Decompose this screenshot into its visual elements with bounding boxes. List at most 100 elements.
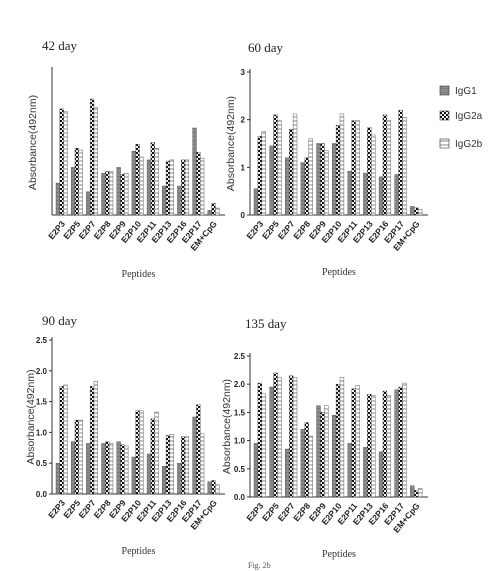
bar-igg2b-em-cpg bbox=[215, 207, 220, 216]
x-axis-label: Peptides bbox=[322, 549, 356, 560]
bar-igg1-e2p9 bbox=[316, 405, 321, 498]
bar-igg2a-e2p3 bbox=[59, 108, 64, 216]
bar-igg1-e2p3 bbox=[55, 182, 60, 216]
bar-igg1-e2p10 bbox=[331, 415, 337, 498]
y-tick-label: 3 bbox=[241, 68, 246, 77]
bar-igg2b-e2p13 bbox=[371, 395, 376, 498]
y-tick-label: 0 bbox=[241, 211, 246, 220]
bar-igg2a-e2p7 bbox=[89, 386, 95, 495]
bar-igg2a-e2p3 bbox=[257, 136, 263, 216]
y-tick-label: 1.0 bbox=[234, 437, 246, 446]
bar-igg2a-e2p9 bbox=[320, 412, 325, 498]
bar-igg1-em-cpg bbox=[207, 210, 212, 216]
figure-caption: Fig. 2b bbox=[248, 561, 271, 570]
bar-igg1-e2p7 bbox=[285, 448, 290, 498]
bar-igg2a-em-cpg bbox=[414, 490, 419, 498]
bar-igg2b-e2p9 bbox=[324, 150, 329, 216]
bar-igg1-e2p8 bbox=[101, 443, 106, 495]
y-tick-label: 0.0 bbox=[36, 490, 48, 499]
bar-igg2b-e2p16 bbox=[184, 436, 190, 495]
bar-igg2a-e2p11 bbox=[351, 388, 356, 498]
chart-panel-3: 90 day 0.0 0.5 1.0 1.5 2.0 2.5 Absorbance(492nm… bbox=[25, 313, 225, 557]
bar-igg2b-e2p8 bbox=[308, 435, 313, 498]
y-axis-label: Absorbance(492nm) bbox=[221, 379, 233, 474]
y-tick-label: 2.0 bbox=[234, 380, 246, 389]
bar-igg2a-e2p13 bbox=[367, 394, 372, 498]
bar-igg1-e2p17 bbox=[394, 174, 399, 216]
bar-igg1-e2p3 bbox=[55, 463, 60, 495]
y-tick-label: 1.5 bbox=[36, 398, 48, 407]
y-axis-label: Absorbance(492nm) bbox=[27, 95, 39, 190]
bar-igg2a-e2p7 bbox=[89, 98, 95, 216]
bar-igg2a-e2p16 bbox=[181, 436, 186, 495]
bar-igg2a-e2p10 bbox=[135, 410, 140, 495]
bar-igg1-e2p13 bbox=[363, 447, 368, 498]
bar-igg1-e2p5 bbox=[269, 386, 274, 498]
legend: IgG1 IgG2a IgG2b bbox=[439, 85, 483, 150]
bar-igg1-e2p3 bbox=[253, 188, 259, 216]
bar-igg2b-e2p3 bbox=[63, 111, 68, 216]
bar-igg2b-e2p7 bbox=[292, 377, 298, 498]
chart-panel-2: 60 day0123Absorbance(492nm)E2P3E2P5E2P7E… bbox=[225, 40, 428, 278]
bar-igg1-e2p11 bbox=[146, 159, 152, 216]
y-axis-label: Absorbance(492nm) bbox=[25, 369, 37, 464]
bar-igg2a-e2p7 bbox=[288, 128, 294, 216]
bar-igg2a-e2p5 bbox=[273, 372, 278, 498]
bar-igg2b-e2p5 bbox=[277, 377, 282, 498]
bar-igg2b-e2p11 bbox=[355, 120, 360, 216]
bar-igg1-e2p5 bbox=[70, 441, 76, 495]
y-tick-label: 2.5 bbox=[234, 352, 246, 361]
bar-igg2a-e2p5 bbox=[273, 114, 278, 216]
bar-igg1-e2p16 bbox=[378, 176, 384, 216]
bar-igg2b-em-cpg bbox=[417, 209, 423, 216]
y-tick-label: 2.0 bbox=[36, 367, 48, 376]
bar-igg1-e2p3 bbox=[253, 443, 259, 498]
bar-igg2a-e2p16 bbox=[382, 114, 388, 216]
bar-igg2b-e2p7 bbox=[93, 381, 98, 495]
bar-igg2b-e2p10 bbox=[339, 377, 345, 498]
bar-igg2a-e2p10 bbox=[135, 144, 140, 216]
bar-igg2a-e2p17 bbox=[196, 404, 201, 495]
x-axis-label: Peptides bbox=[322, 267, 356, 278]
bar-igg2a-e2p8 bbox=[304, 422, 309, 498]
bar-igg2b-e2p16 bbox=[184, 159, 190, 216]
bar-igg2a-e2p7 bbox=[288, 375, 294, 498]
bar-igg2a-e2p13 bbox=[165, 160, 171, 216]
bar-igg2b-em-cpg bbox=[215, 484, 220, 495]
bar-igg2a-e2p11 bbox=[150, 142, 155, 216]
bar-igg1-e2p17 bbox=[192, 127, 197, 216]
y-tick-label: 2.5 bbox=[36, 336, 48, 345]
legend-swatch-igg2b bbox=[439, 138, 450, 149]
y-axis-label: Absorbance(492nm) bbox=[225, 96, 237, 191]
bar-igg2b-e2p11 bbox=[355, 385, 360, 498]
bar-igg1-e2p8 bbox=[101, 173, 106, 216]
bar-igg2b-e2p13 bbox=[371, 134, 376, 216]
bar-igg1-e2p9 bbox=[116, 441, 121, 495]
bar-igg2b-e2p7 bbox=[292, 113, 298, 216]
bar-igg2a-em-cpg bbox=[211, 480, 216, 495]
bar-igg2b-e2p11 bbox=[154, 411, 159, 495]
bar-igg2a-e2p10 bbox=[335, 125, 341, 216]
x-axis-label: Peptides bbox=[122, 269, 156, 280]
chart-panels: 42 dayAbsorbance(492nm)E2P3E2P5E2P7E2P8E… bbox=[25, 38, 428, 560]
bar-igg1-e2p11 bbox=[347, 443, 352, 498]
x-axis-label: Peptides bbox=[122, 546, 156, 557]
bar-igg2b-e2p9 bbox=[324, 405, 329, 498]
bar-igg1-em-cpg bbox=[207, 481, 212, 495]
bar-igg1-e2p17 bbox=[394, 389, 399, 498]
bar-igg2a-e2p9 bbox=[120, 444, 125, 495]
legend-item-igg1: IgG1 bbox=[439, 85, 477, 97]
bar-igg1-e2p13 bbox=[162, 185, 167, 216]
bar-igg2b-e2p5 bbox=[78, 149, 83, 216]
bar-igg2a-e2p9 bbox=[120, 174, 125, 216]
chart-title: 135 day bbox=[245, 316, 287, 331]
bar-igg2b-e2p13 bbox=[169, 159, 174, 216]
bar-igg1-e2p8 bbox=[300, 429, 306, 498]
bar-igg1-e2p11 bbox=[347, 170, 352, 216]
bar-igg2b-e2p3 bbox=[63, 384, 68, 495]
y-tick-label: 2 bbox=[241, 116, 246, 125]
bar-igg2b-e2p16 bbox=[386, 120, 392, 216]
bar-igg1-e2p10 bbox=[331, 143, 337, 216]
bar-igg1-e2p17 bbox=[192, 416, 197, 495]
bar-igg2b-e2p17 bbox=[200, 157, 205, 216]
